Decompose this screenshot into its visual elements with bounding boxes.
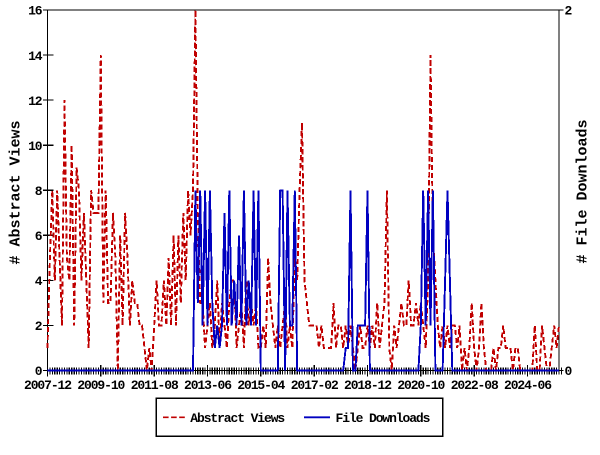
- svg-text:2013-06: 2013-06: [184, 378, 232, 393]
- svg-text:2: 2: [35, 319, 43, 334]
- svg-text:8: 8: [35, 184, 43, 199]
- svg-text:14: 14: [28, 49, 43, 64]
- svg-text:2017-02: 2017-02: [291, 378, 339, 393]
- svg-text:16: 16: [28, 4, 43, 19]
- svg-text:File Downloads: File Downloads: [336, 411, 431, 426]
- svg-text:12: 12: [28, 94, 43, 109]
- svg-text:2024-06: 2024-06: [504, 378, 552, 393]
- svg-text:2020-10: 2020-10: [397, 378, 445, 393]
- svg-text:2022-08: 2022-08: [451, 378, 499, 393]
- svg-text:4: 4: [35, 274, 43, 289]
- svg-text:2018-12: 2018-12: [344, 378, 392, 393]
- svg-text:2011-08: 2011-08: [131, 378, 179, 393]
- svg-text:2: 2: [565, 4, 573, 19]
- svg-text:Abstract Views: Abstract Views: [190, 411, 285, 426]
- svg-text:0: 0: [35, 364, 43, 379]
- svg-text:6: 6: [35, 229, 43, 244]
- svg-text:# Abstract Views: # Abstract Views: [8, 120, 25, 264]
- svg-text:2007-12: 2007-12: [24, 378, 72, 393]
- svg-text:0: 0: [565, 364, 573, 379]
- svg-text:2009-10: 2009-10: [77, 378, 125, 393]
- svg-text:10: 10: [28, 139, 43, 154]
- svg-text:2015-04: 2015-04: [237, 378, 285, 393]
- svg-text:# File Downloads: # File Downloads: [575, 119, 592, 263]
